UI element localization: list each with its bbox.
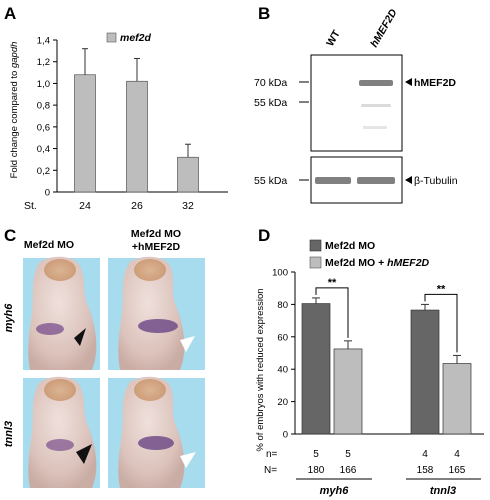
panel-a-bar bbox=[126, 80, 148, 193]
arrowhead-hmef2d-icon bbox=[405, 78, 412, 86]
significance-marker: ** bbox=[437, 283, 446, 295]
panel-b-western-blot: WT hMEF2D 70 kDa 55 kDa 55 kDa hMEF2D β-… bbox=[254, 7, 458, 204]
panel-d-ytick-label: 40 bbox=[277, 365, 288, 376]
arrowhead-black-icon bbox=[76, 444, 92, 464]
significance-bracket bbox=[315, 287, 349, 338]
panel-a-legend-swatch bbox=[106, 32, 117, 43]
marker-70kda: 70 kDa bbox=[254, 77, 287, 89]
embryo-image-tnnl3-mo bbox=[23, 376, 100, 488]
arrowhead-white-icon bbox=[180, 452, 196, 468]
col-label-mef2d-mo: Mef2d MO bbox=[24, 239, 74, 251]
panel-d-n-label: n= bbox=[266, 449, 278, 460]
panel-letter-b: B bbox=[258, 4, 271, 23]
panel-a-x-prefix: St. bbox=[24, 200, 37, 212]
panel-d-legend-label-1: Mef2d MO bbox=[325, 240, 375, 252]
panel-d-bar bbox=[410, 309, 440, 435]
panel-a-ytick-label: 0 bbox=[45, 188, 50, 199]
panel-a-ytick-label: 0,6 bbox=[37, 122, 50, 133]
panel-d-bar bbox=[442, 363, 472, 435]
panel-d-n-value: 5 bbox=[313, 449, 319, 460]
panel-a-ytick-label: 1,0 bbox=[37, 79, 50, 90]
embryo-image-tnnl3-rescue bbox=[108, 376, 205, 488]
blot-faint-band-1 bbox=[361, 104, 391, 107]
blot-faint-band-2 bbox=[363, 126, 387, 129]
blot-band-hmef2d bbox=[359, 80, 393, 86]
blot-band-tubulin-hmef2d bbox=[357, 177, 395, 184]
panel-a-bar bbox=[177, 156, 199, 193]
panel-a-ytick-label: 0,4 bbox=[37, 144, 50, 155]
marker-55kda-bottom: 55 kDa bbox=[254, 175, 287, 187]
panel-a-xtick-label: 26 bbox=[131, 200, 143, 212]
band-label-tubulin: β-Tubulin bbox=[414, 175, 458, 187]
panel-d-legend-label-2: Mef2d MO + hMEF2D bbox=[325, 257, 430, 269]
panel-d-N-value: 166 bbox=[340, 465, 357, 476]
panel-a-legend-label: mef2d bbox=[120, 32, 152, 44]
panel-letter-a: A bbox=[4, 4, 17, 23]
panel-a-xtick-label: 32 bbox=[182, 200, 194, 212]
row-label-myh6: myh6 bbox=[3, 303, 15, 333]
panel-d-N-value: 180 bbox=[308, 465, 325, 476]
panel-d-legend-swatch-1 bbox=[309, 239, 322, 252]
col-label-mef2d-mo-2: Mef2d MO bbox=[131, 228, 181, 240]
panel-d-ytick-label: 60 bbox=[277, 332, 288, 343]
panel-letter-c: C bbox=[4, 226, 17, 245]
arrowhead-white-icon bbox=[180, 336, 195, 352]
panel-a-ytick-label: 0,2 bbox=[37, 166, 50, 177]
panel-d-chart: % of embryos with reduced expression 0 20… bbox=[255, 239, 484, 497]
panel-d-ylabel: % of embryos with reduced expression bbox=[255, 288, 266, 451]
panel-d-legend-swatch-2 bbox=[309, 256, 322, 269]
panel-c-images: Mef2d MO Mef2d MO +hMEF2D myh6 tnnl3 bbox=[3, 228, 205, 488]
significance-bracket bbox=[424, 293, 458, 353]
panel-d-N-label: N= bbox=[264, 465, 277, 476]
lane-label-wt: WT bbox=[324, 28, 343, 49]
panel-letter-d: D bbox=[258, 226, 271, 245]
col-label-plus-hmef2d: +hMEF2D bbox=[132, 241, 181, 253]
embryo-image-myh6-rescue bbox=[108, 256, 205, 370]
panel-a-xtick-label: 24 bbox=[79, 200, 91, 212]
arrowhead-tubulin-icon bbox=[405, 176, 412, 184]
panel-d-N-value: 158 bbox=[417, 465, 434, 476]
panel-d-ytick-label: 0 bbox=[283, 430, 288, 441]
lane-label-hmef2d: hMEF2D bbox=[368, 7, 400, 50]
panel-d-ytick-label: 100 bbox=[272, 268, 288, 279]
significance-marker: ** bbox=[328, 277, 337, 289]
panel-a-bar bbox=[74, 74, 96, 193]
panel-a-ytick-label: 1,2 bbox=[37, 57, 50, 68]
panel-d-n-value: 4 bbox=[422, 449, 428, 460]
panel-a-ylabel: Fold change compared to gapdh bbox=[9, 42, 20, 179]
panel-d-bar bbox=[301, 303, 331, 435]
row-label-tnnl3: tnnl3 bbox=[3, 421, 15, 447]
panel-d-ytick-label: 80 bbox=[277, 300, 288, 311]
marker-55kda-top: 55 kDa bbox=[254, 97, 287, 109]
panel-a-ytick-label: 0,8 bbox=[37, 101, 50, 112]
panel-d-group-myh6: myh6 bbox=[320, 485, 350, 497]
panel-d-N-value: 165 bbox=[449, 465, 466, 476]
arrowhead-black-icon bbox=[74, 328, 86, 346]
blot-band-tubulin-wt bbox=[315, 177, 351, 184]
panel-d-group-tnnl3: tnnl3 bbox=[430, 485, 456, 497]
panel-a-chart: Fold change compared to gapdh 0 0,2 0,4 0,6… bbox=[9, 32, 228, 212]
panel-a-ytick-label: 1,4 bbox=[37, 36, 50, 47]
panel-d-n-value: 5 bbox=[345, 449, 351, 460]
panel-d-n-value: 4 bbox=[454, 449, 460, 460]
embryo-image-myh6-mo bbox=[23, 256, 100, 370]
panel-d-ytick-label: 20 bbox=[277, 397, 288, 408]
panel-d-bar bbox=[333, 348, 363, 435]
band-label-hmef2d: hMEF2D bbox=[414, 77, 456, 89]
blot-top-membrane bbox=[310, 54, 403, 152]
